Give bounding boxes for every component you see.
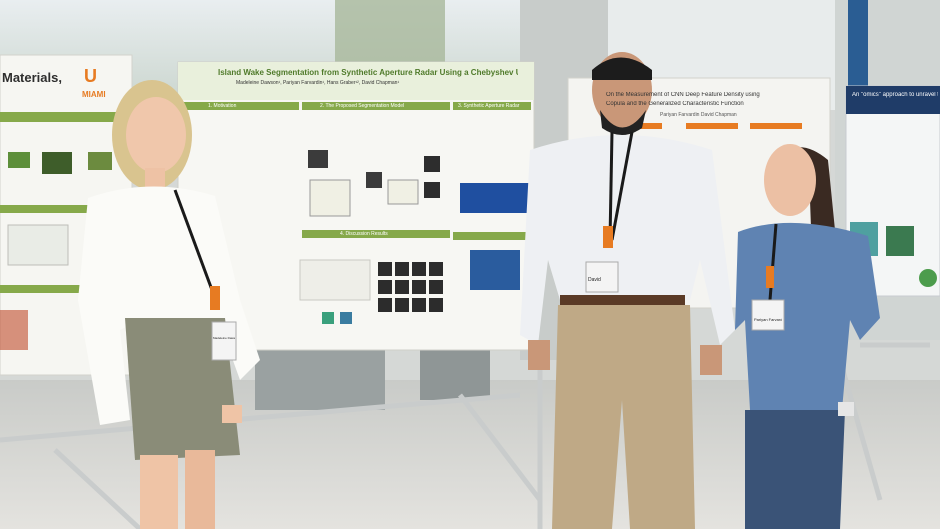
svg-text:U: U bbox=[84, 66, 97, 86]
left-poster-title: Materials, bbox=[2, 70, 62, 85]
right-poster-title: On the Measurement of CNN Deep Feature D… bbox=[606, 92, 760, 98]
center-poster-authors: Madeleine Dawson¹, Pariyan Farvardin¹, H… bbox=[236, 80, 400, 86]
far-right-poster-title: An "omics" approach to unravel the bbox=[852, 92, 938, 98]
person-middle bbox=[520, 52, 735, 529]
center-section-results: 4. Discussion Results bbox=[340, 231, 388, 237]
right-poster-subtitle: Copula and the Generalized Characteristi… bbox=[606, 101, 744, 107]
center-poster-title: Island Wake Segmentation from Synthetic … bbox=[218, 68, 518, 77]
center-section-motivation: 1. Motivation bbox=[208, 103, 237, 109]
center-section-sar: 3. Synthetic Aperture Radar bbox=[458, 103, 520, 109]
person-left bbox=[78, 80, 260, 529]
badge-right-person: Pariyan Farvardin bbox=[754, 317, 782, 322]
badge-left-person: Madeleine Dawson bbox=[213, 336, 235, 340]
badge-middle-person: David bbox=[588, 277, 601, 283]
person-right bbox=[735, 144, 880, 529]
center-section-model: 2. The Proposed Segmentation Model bbox=[320, 103, 405, 109]
left-poster-logo-text: MIAMI bbox=[82, 90, 106, 99]
right-poster-authors: Pariyan Farvardin David Chapman bbox=[660, 112, 737, 118]
